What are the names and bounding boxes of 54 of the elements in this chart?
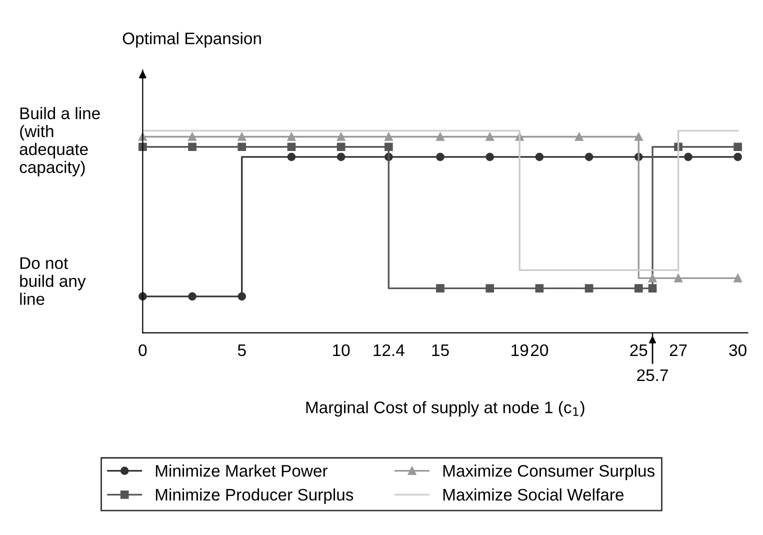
point — [287, 132, 296, 141]
x-tick-label: 10 — [333, 344, 350, 356]
legend-label: Minimize Producer Surplus — [156, 488, 354, 504]
point — [634, 284, 643, 292]
point — [336, 152, 346, 162]
x-tick-label: 19 — [512, 344, 528, 356]
point — [336, 132, 346, 141]
point — [138, 142, 147, 152]
point — [486, 284, 494, 292]
point — [287, 152, 296, 162]
point — [535, 152, 544, 162]
point — [486, 132, 494, 141]
point — [336, 142, 346, 152]
point — [384, 142, 393, 152]
point — [238, 292, 246, 301]
point — [648, 284, 657, 292]
x-tick-label: 25 — [630, 344, 648, 356]
point — [486, 152, 494, 162]
point — [734, 274, 742, 282]
legend-label: Maximize Social Welfare — [443, 488, 624, 501]
point — [436, 152, 444, 162]
text: Do not build any line — [20, 257, 86, 305]
point — [436, 284, 444, 292]
legend-label: Maximize Consumer Surplus — [443, 464, 654, 480]
point — [684, 152, 692, 162]
point — [535, 284, 544, 292]
x-tick-label: 20 — [531, 344, 548, 356]
point — [734, 152, 742, 162]
point — [734, 142, 742, 152]
x-tick-label: 30 — [729, 344, 746, 356]
x-tick-label: 5 — [238, 344, 246, 356]
point — [287, 142, 296, 152]
text: 25.7 — [637, 369, 668, 382]
y-axis-title: Optimal Expansion — [122, 32, 261, 48]
point — [238, 142, 246, 152]
point — [188, 292, 196, 301]
x-tick-label: 15 — [432, 344, 449, 356]
point — [436, 132, 444, 141]
point — [674, 274, 682, 282]
point — [238, 132, 246, 141]
point — [384, 132, 393, 141]
x-axis-title: Marginal Cost of supply at node 1 (c$_{1}$) — [306, 401, 584, 417]
text: Build a line (with adequate capacity) — [20, 107, 100, 176]
point — [584, 152, 594, 162]
x-tick-label: 12.4 — [374, 344, 404, 356]
point — [584, 284, 594, 292]
point — [188, 132, 196, 141]
point — [188, 142, 196, 152]
x-tick-label: 27 — [670, 344, 687, 356]
point — [634, 132, 643, 141]
point — [648, 274, 657, 282]
x-tick-label: 0 — [138, 344, 147, 356]
point — [574, 132, 584, 141]
legend-label: Minimize Market Power — [156, 464, 328, 477]
